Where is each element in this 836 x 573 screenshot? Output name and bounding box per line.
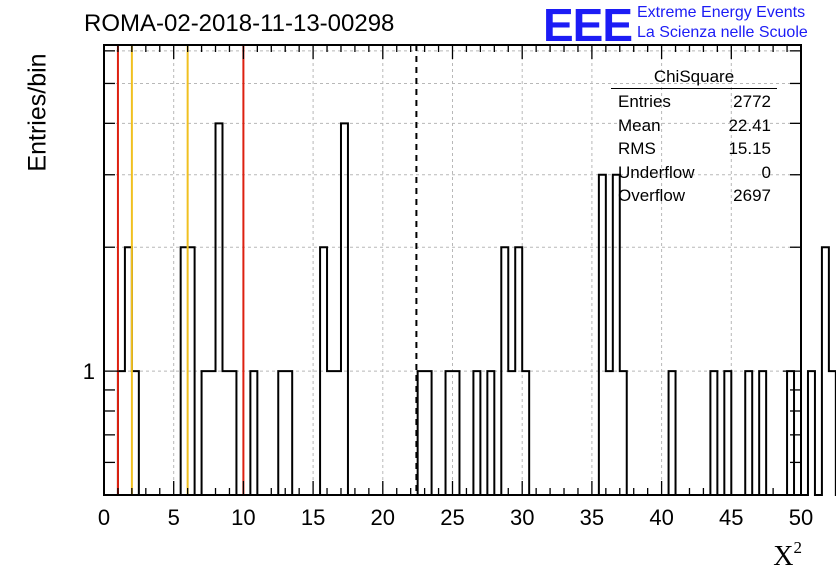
stats-label: RMS [618,139,656,158]
eee-logo: EEE [543,0,633,51]
x-tick-label: 35 [580,505,604,530]
reference-lines [116,45,418,495]
stats-label: Underflow [618,162,695,182]
x-tick-label: 5 [168,505,180,530]
stats-value: 15.15 [728,139,771,158]
stats-value: 22.41 [728,115,771,135]
stats-row-mean: Mean 22.41 [611,114,777,138]
x-axis-label-sup: 2 [793,538,803,557]
y-tick-label: 1 [83,359,95,384]
x-axis-label: X2 [773,538,802,573]
x-axis-label-base: X [773,541,794,572]
x-tick-label: 15 [301,505,325,530]
stats-label: Mean [618,115,661,135]
chart-title: ROMA-02-2018-11-13-00298 [84,10,395,37]
x-tick-label: 50 [789,505,813,530]
stats-value: 2772 [733,92,771,111]
stats-value: 0 [761,162,771,182]
logo-line-2: La Scienza nelle Scuole [637,24,808,41]
x-tick-label: 0 [98,505,110,530]
stats-title: ChiSquare [653,67,735,86]
stats-box: ChiSquare Entries 2772 Mean 22.41 RMS 15.15… [611,66,777,208]
stats-label: Entries [618,92,671,111]
stats-row-entries: Entries 2772 [611,90,777,114]
logo-line-1: Extreme Energy Events [637,4,806,21]
y-axis-label: Entries/bin [23,53,52,172]
x-tick-label: 20 [371,505,395,530]
x-tick-label: 30 [510,505,534,530]
x-tick-label: 40 [649,505,673,530]
x-tick-label: 25 [440,505,464,530]
x-tick-label: 10 [231,505,255,530]
axes: 0 5 10 15 20 25 30 35 40 45 50 1 [83,44,813,530]
stats-separator [611,88,777,89]
stats-value: 2697 [733,186,771,205]
stats-row-rms: RMS 15.15 [611,137,777,161]
stats-label: Overflow [618,186,686,205]
stats-row-overflow: Overflow 2697 [611,184,777,208]
stats-row-underflow: Underflow 0 [611,161,777,185]
x-tick-label: 45 [719,505,743,530]
